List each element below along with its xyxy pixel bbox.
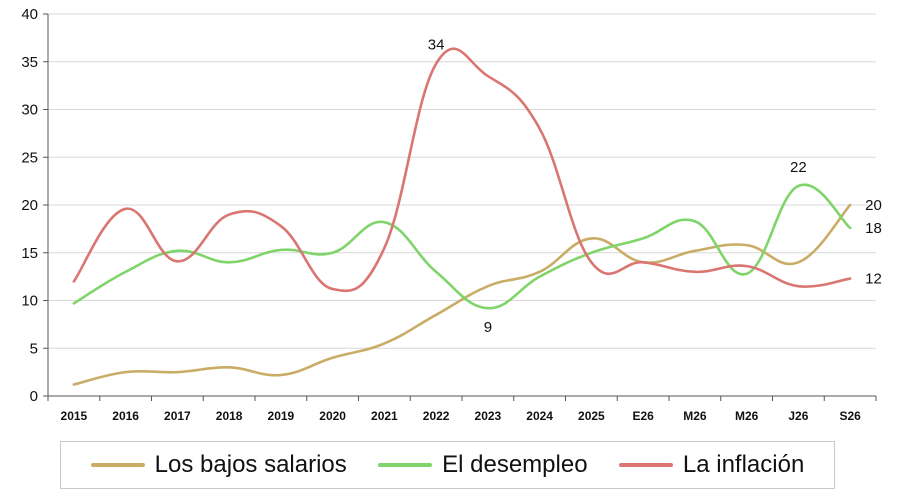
y-tick-label-30: 30 bbox=[21, 102, 38, 119]
x-tick-label-2020: 2020 bbox=[319, 409, 346, 423]
data-label-el-desempleo-22: 22 bbox=[790, 159, 807, 176]
legend-label-el-desempleo: El desempleo bbox=[442, 451, 588, 478]
axes bbox=[43, 13, 877, 401]
y-tick-label-35: 35 bbox=[21, 54, 38, 71]
legend-item-los-bajos-salarios: Los bajos salarios bbox=[90, 451, 347, 479]
data-labels: 34 9 22 20 18 12 bbox=[428, 37, 882, 336]
data-label-la-inflacion-12: 12 bbox=[865, 271, 882, 288]
series-line-el-desempleo bbox=[72, 183, 852, 310]
series-lines bbox=[72, 47, 852, 386]
data-label-la-inflacion-34: 34 bbox=[428, 37, 445, 54]
x-tick-label-m26: M26 bbox=[735, 409, 759, 423]
x-tick-label-m26: M26 bbox=[683, 409, 707, 423]
grid-lines bbox=[48, 13, 876, 349]
data-label-el-desempleo-18: 18 bbox=[865, 220, 882, 237]
y-tick-label-25: 25 bbox=[21, 149, 38, 166]
x-tick-label-2025: 2025 bbox=[578, 409, 605, 423]
data-label-los-bajos-salarios-20: 20 bbox=[865, 197, 882, 214]
y-axis-ticks: 0 5 10 15 20 25 30 35 40 bbox=[21, 6, 38, 405]
x-tick-label-e26: E26 bbox=[632, 409, 654, 423]
legend-swatch-los-bajos-salarios bbox=[90, 463, 145, 467]
y-tick-label-40: 40 bbox=[21, 6, 38, 23]
y-tick-label-10: 10 bbox=[21, 293, 38, 310]
series-line-los-bajos-salarios bbox=[72, 203, 852, 386]
x-tick-label-2018: 2018 bbox=[216, 409, 243, 423]
x-axis-ticks: 2015 2016 2017 2018 2019 2020 2021 2022 2023 2024… bbox=[61, 409, 862, 423]
x-tick-label-2022: 2022 bbox=[423, 409, 450, 423]
legend: Los bajos salarios El desempleo La infla… bbox=[60, 441, 835, 489]
x-tick-label-s26: S26 bbox=[839, 409, 861, 423]
x-tick-label-2023: 2023 bbox=[475, 409, 502, 423]
legend-label-los-bajos-salarios: Los bajos salarios bbox=[154, 451, 347, 478]
legend-swatch-el-desempleo bbox=[378, 463, 433, 467]
y-tick-label-5: 5 bbox=[30, 340, 38, 357]
data-label-el-desempleo-9: 9 bbox=[484, 319, 492, 336]
legend-swatch-la-inflacion bbox=[618, 463, 673, 467]
legend-item-el-desempleo: El desempleo bbox=[378, 451, 588, 479]
x-tick-label-2017: 2017 bbox=[164, 409, 191, 423]
y-tick-label-0: 0 bbox=[30, 388, 38, 405]
x-tick-label-2024: 2024 bbox=[526, 409, 553, 423]
y-tick-label-15: 15 bbox=[21, 245, 38, 262]
x-tick-label-2016: 2016 bbox=[112, 409, 139, 423]
x-tick-label-2021: 2021 bbox=[371, 409, 398, 423]
x-tick-label-2019: 2019 bbox=[268, 409, 295, 423]
y-tick-label-20: 20 bbox=[21, 197, 38, 214]
legend-label-la-inflacion: La inflación bbox=[682, 451, 805, 478]
x-tick-label-j26: J26 bbox=[788, 409, 808, 423]
legend-item-la-inflacion: La inflación bbox=[618, 451, 805, 479]
series-line-la-inflacion bbox=[72, 47, 852, 293]
x-tick-label-2015: 2015 bbox=[61, 409, 88, 423]
